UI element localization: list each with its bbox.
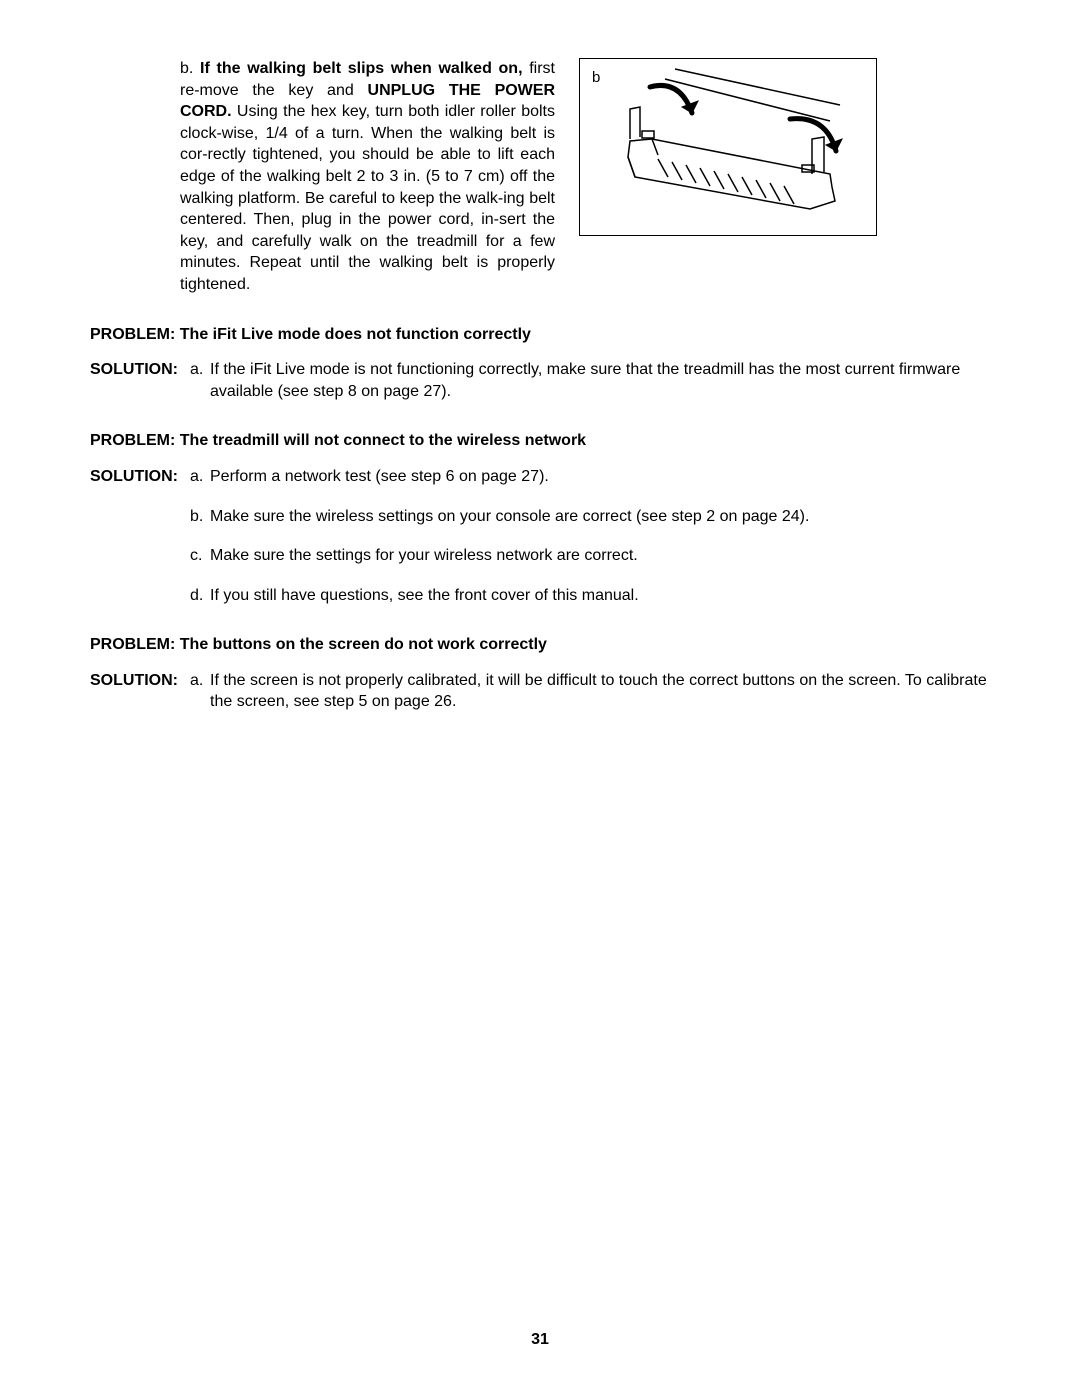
item-text: If the screen is not properly calibrated… (210, 670, 990, 713)
item-letter: a. (190, 466, 210, 488)
item-text: Make sure the settings for your wireless… (210, 545, 990, 567)
solution-label: SOLUTION: (90, 670, 190, 713)
treadmill-diagram-icon (580, 59, 878, 237)
item-text: Perform a network test (see step 6 on pa… (210, 466, 990, 488)
solution-sub-row: b. Make sure the wireless settings on yo… (190, 506, 990, 528)
belt-slip-paragraph: b. If the walking belt slips when walked… (180, 58, 555, 296)
problem-label: PROBLEM: (90, 636, 175, 653)
figure-b: b (579, 58, 877, 236)
item-letter: a. (190, 359, 210, 402)
solution-sub-row: c. Make sure the settings for your wirel… (190, 545, 990, 567)
page: b. If the walking belt slips when walked… (0, 0, 1080, 1397)
solution-label: SOLUTION: (90, 359, 190, 402)
problem-heading: PROBLEM: The buttons on the screen do no… (90, 634, 990, 656)
problem-wireless: PROBLEM: The treadmill will not connect … (90, 430, 990, 606)
item-letter: d. (190, 585, 210, 607)
problem-text: The buttons on the screen do not work co… (175, 636, 547, 653)
problem-ifit: PROBLEM: The iFit Live mode does not fun… (90, 324, 990, 403)
solution-sub-row: d. If you still have questions, see the … (190, 585, 990, 607)
problem-buttons: PROBLEM: The buttons on the screen do no… (90, 634, 990, 713)
item-letter: c. (190, 545, 210, 567)
problem-text: The iFit Live mode does not function cor… (175, 326, 531, 343)
solution-row: SOLUTION: a. If the screen is not proper… (90, 670, 990, 713)
item-text: If you still have questions, see the fro… (210, 585, 990, 607)
item-letter: b. (190, 506, 210, 528)
problem-text: The treadmill will not connect to the wi… (175, 432, 586, 449)
item-letter: a. (190, 670, 210, 713)
page-number: 31 (0, 1331, 1080, 1349)
item-text: Make sure the wireless settings on your … (210, 506, 990, 528)
top-row: b. If the walking belt slips when walked… (180, 58, 990, 296)
solution-label: SOLUTION: (90, 466, 190, 488)
solution-row: SOLUTION: a. If the iFit Live mode is no… (90, 359, 990, 402)
bold-lead: If the walking belt slips when walked on… (200, 60, 522, 77)
problem-label: PROBLEM: (90, 432, 175, 449)
item-text: If the iFit Live mode is not functioning… (210, 359, 990, 402)
text-frag-2: Using the hex key, turn both idler rolle… (180, 103, 555, 293)
problem-heading: PROBLEM: The iFit Live mode does not fun… (90, 324, 990, 346)
solution-row: SOLUTION: a. Perform a network test (see… (90, 466, 990, 488)
item-letter: b. (180, 60, 193, 77)
problem-label: PROBLEM: (90, 326, 175, 343)
problem-heading: PROBLEM: The treadmill will not connect … (90, 430, 990, 452)
